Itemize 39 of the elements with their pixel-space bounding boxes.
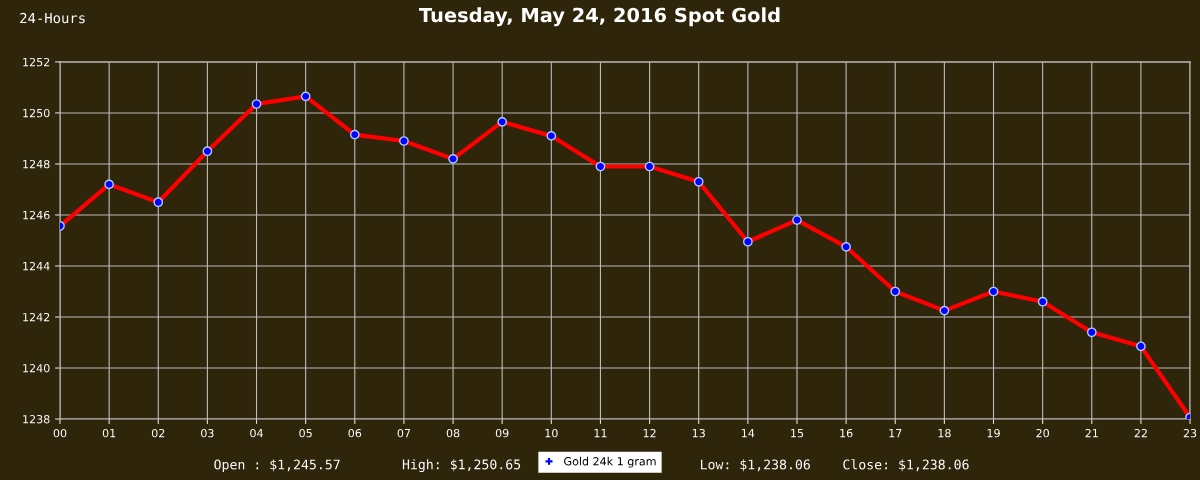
x-tick-label: 01 (102, 428, 116, 438)
x-tick-label: 16 (840, 428, 853, 438)
y-tick-label: 1238 (23, 415, 50, 424)
x-tick-label: 04 (250, 428, 263, 438)
x-tick-label: 22 (1134, 428, 1147, 438)
x-tick-label: 15 (791, 429, 804, 438)
text: Low: $1,238.06 (700, 459, 810, 472)
y-tick-label: 1250 (23, 108, 50, 118)
legend-label: Gold 24k 1 gram (564, 456, 656, 468)
x-tick-label: 00 (53, 428, 67, 438)
x-tick-label: 11 (594, 429, 607, 438)
text: High: $1,250.65 (402, 459, 521, 473)
y-tick-label: 1252 (23, 57, 50, 67)
chart-title: Tuesday, May 24, 2016 Spot Gold (419, 7, 780, 27)
y-tick-label: 1242 (23, 312, 50, 322)
x-tick-label: 17 (889, 429, 902, 438)
x-tick-label: 21 (1085, 428, 1098, 438)
x-tick-label: 23 (1183, 428, 1197, 438)
x-tick-label: 19 (987, 428, 1000, 438)
chart-subtitle: 24-Hours (20, 12, 85, 24)
x-tick-label: 10 (545, 428, 558, 438)
y-tick-label: 1244 (23, 261, 50, 271)
x-tick-label: 07 (397, 428, 411, 438)
x-tick-label: 08 (446, 428, 460, 438)
x-tick-label: 03 (201, 428, 214, 438)
x-tick-label: 09 (495, 428, 509, 438)
x-tick-label: 13 (692, 428, 705, 438)
x-tick-label: 12 (643, 428, 656, 438)
x-tick-label: 06 (348, 428, 362, 438)
x-tick-label: 02 (151, 428, 165, 438)
y-tick-label: 1248 (23, 159, 50, 169)
text: Open : $1,245.57 (214, 459, 340, 473)
x-tick-label: 20 (1036, 428, 1049, 438)
text: Close: $1,238.06 (843, 459, 969, 472)
x-tick-label: 14 (742, 429, 755, 438)
x-tick-label: 05 (299, 428, 312, 438)
y-tick-label: 1240 (23, 364, 50, 373)
y-tick-label: 1246 (23, 210, 50, 220)
x-tick-label: 18 (938, 428, 951, 438)
